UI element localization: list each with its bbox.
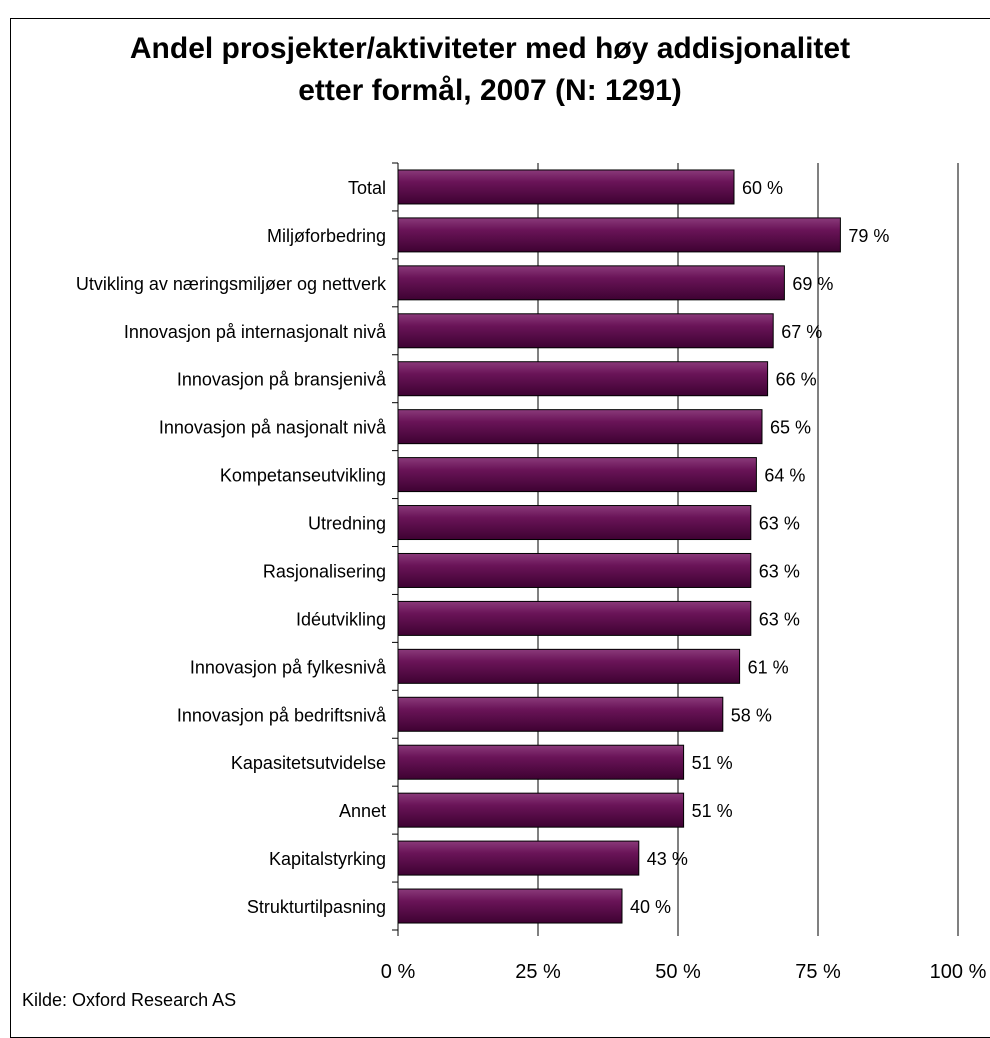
bar — [397, 552, 752, 588]
category-label: Utredning — [308, 514, 386, 534]
data-label: 40 % — [630, 897, 671, 917]
bar — [397, 217, 841, 253]
category-label: Innovasjon på bransjenivå — [177, 370, 387, 390]
bar — [397, 457, 757, 493]
category-label: Annet — [339, 801, 386, 821]
category-label: Utvikling av næringsmiljøer og nettverk — [76, 274, 387, 294]
data-label: 63 % — [759, 609, 800, 629]
bar — [397, 600, 752, 636]
data-label: 65 % — [770, 418, 811, 438]
bar — [397, 648, 741, 684]
category-label: Total — [348, 178, 386, 198]
data-label: 63 % — [759, 561, 800, 581]
bars — [397, 169, 841, 924]
data-label: 79 % — [848, 226, 889, 246]
bar — [397, 169, 735, 205]
bar — [397, 888, 623, 924]
data-label: 43 % — [647, 849, 688, 869]
category-label: Rasjonalisering — [263, 561, 386, 581]
category-label: Innovasjon på fylkesnivå — [190, 657, 387, 677]
data-label: 67 % — [781, 322, 822, 342]
data-label: 58 % — [731, 705, 772, 725]
category-label: Miljøforbedring — [267, 226, 386, 246]
category-label: Strukturtilpasning — [247, 897, 386, 917]
data-label: 51 % — [692, 801, 733, 821]
data-label: 60 % — [742, 178, 783, 198]
category-label: Innovasjon på bedriftsnivå — [177, 705, 387, 725]
data-label: 66 % — [776, 370, 817, 390]
x-tick-label: 100 % — [930, 961, 987, 983]
x-tick-label: 25 % — [515, 961, 561, 983]
chart-title-line-2: etter formål, 2007 (N: 1291) — [298, 74, 682, 107]
bar — [397, 313, 774, 349]
bar — [397, 265, 785, 301]
bar — [397, 505, 752, 541]
bar — [397, 696, 724, 732]
category-label: Kapitalstyrking — [269, 849, 386, 869]
data-label: 64 % — [764, 466, 805, 486]
x-tick-label: 50 % — [655, 961, 701, 983]
source-note: Kilde: Oxford Research AS — [22, 990, 237, 1010]
labels: 0 % 25 % 50 % 75 % 100 % Total 60 % Miljøforbed… — [76, 178, 987, 983]
category-label: Kompetanseutvikling — [220, 466, 386, 486]
category-label: Innovasjon på nasjonalt nivå — [159, 418, 387, 438]
x-tick-label: 0 % — [381, 961, 416, 983]
bar — [397, 840, 640, 876]
bar — [397, 361, 769, 397]
bar — [397, 792, 685, 828]
category-label: Kapasitetsutvidelse — [231, 753, 386, 773]
data-label: 61 % — [748, 657, 789, 677]
data-label: 51 % — [692, 753, 733, 773]
bar — [397, 744, 685, 780]
category-label: Innovasjon på internasjonalt nivå — [124, 322, 387, 342]
data-label: 69 % — [792, 274, 833, 294]
bar — [397, 409, 763, 445]
chart-title-line-1: Andel prosjekter/aktiviteter med høy add… — [129, 32, 851, 65]
chart-title: Andel prosjekter/aktiviteter med høy add… — [40, 28, 940, 112]
data-label: 63 % — [759, 514, 800, 534]
x-tick-label: 75 % — [795, 961, 841, 983]
category-label: Idéutvikling — [296, 609, 386, 629]
